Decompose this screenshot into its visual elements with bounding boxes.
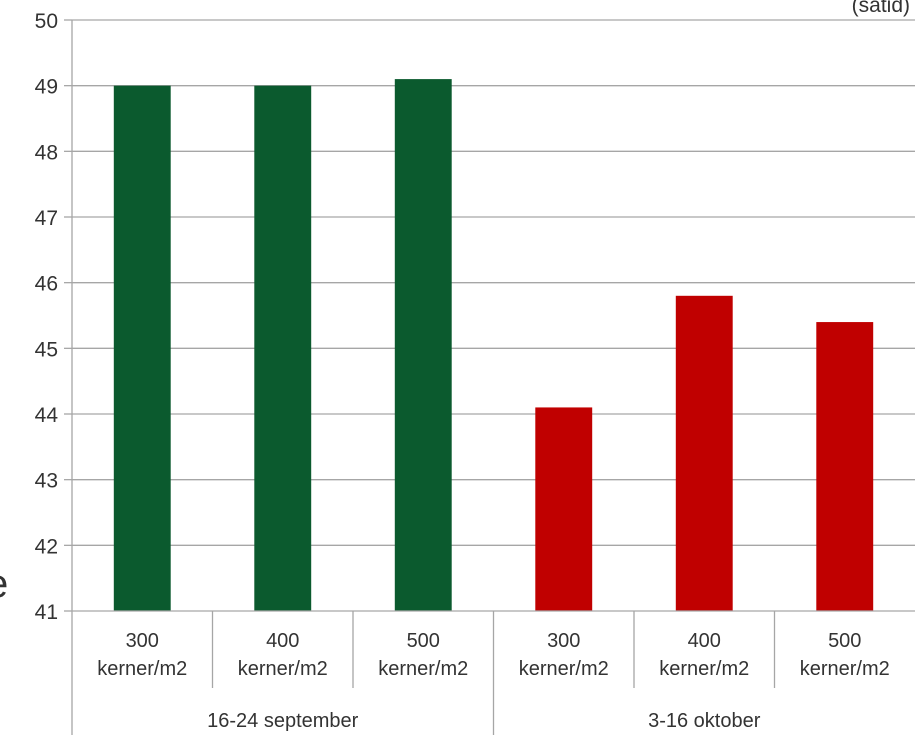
bar (113, 85, 171, 611)
category-label: 400 (266, 630, 299, 652)
y-tick-label: 41 (35, 601, 58, 624)
bar (535, 407, 593, 611)
y-tick-label: 46 (35, 273, 58, 296)
y-tick-label: 44 (35, 404, 59, 427)
chart-note: (satid) (852, 0, 910, 17)
category-label: 500 (407, 630, 440, 652)
y-tick-label: 43 (35, 470, 58, 493)
category-label: kerner/m2 (519, 658, 609, 680)
axes (64, 19, 915, 735)
y-tick-label: 50 (35, 10, 58, 33)
category-label: kerner/m2 (800, 658, 890, 680)
gridlines (72, 19, 915, 546)
bar (675, 295, 733, 611)
group-label: 16-24 september (207, 710, 359, 732)
bars (113, 79, 874, 612)
y-tick-label: 48 (35, 141, 58, 164)
category-label: kerner/m2 (97, 658, 187, 680)
category-label: 300 (547, 630, 580, 652)
group-label: 3-16 oktober (648, 710, 761, 732)
y-tick-label: 45 (35, 338, 58, 361)
x-axis-categories: 300 kerner/m2 400 kerner/m2 500 kerner/m2 16-2… (97, 630, 890, 732)
y-tick-label: 47 (35, 207, 58, 230)
category-label: kerner/m2 (378, 658, 468, 680)
y-axis-ticks: 41 42 43 44 45 46 47 48 49 50 (35, 10, 59, 624)
bar (254, 85, 312, 611)
bar (394, 79, 452, 612)
y-tick-label: 42 (35, 535, 58, 558)
category-label: 300 (126, 630, 159, 652)
category-label: 400 (688, 630, 721, 652)
category-label: kerner/m2 (659, 658, 749, 680)
category-label: kerner/m2 (238, 658, 328, 680)
bar (816, 322, 874, 611)
y-tick-label: 49 (35, 76, 58, 99)
edge-text: e (0, 562, 8, 606)
category-label: 500 (828, 630, 861, 652)
